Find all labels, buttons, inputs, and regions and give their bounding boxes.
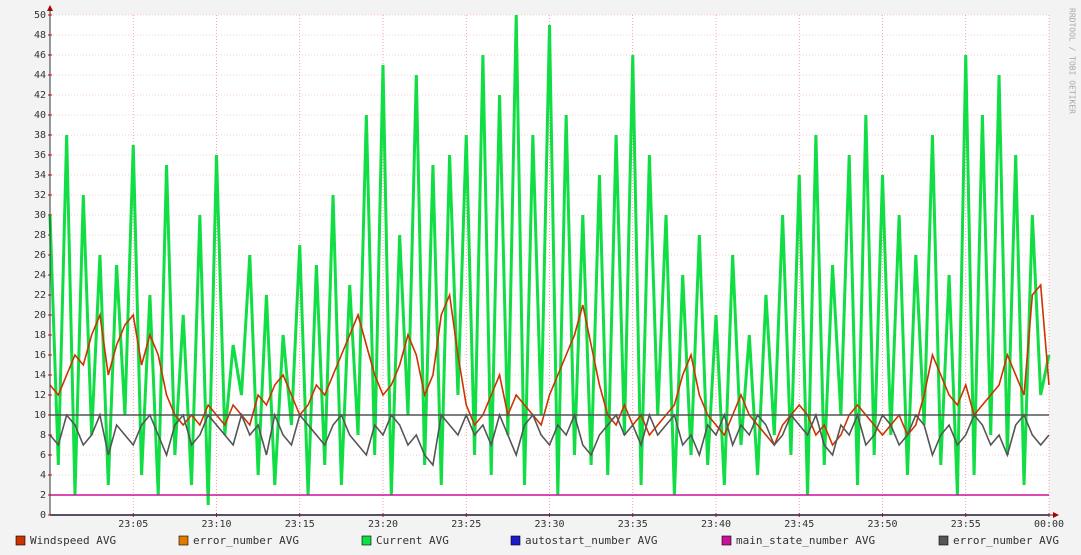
series-line [48,14,1051,506]
x-tick-label: 23:25 [451,519,481,530]
y-tick-label: 34 [34,170,46,181]
y-tick-label: 50 [34,10,46,21]
y-tick-label: 46 [34,50,46,61]
axes [47,5,1059,518]
y-tick-label: 4 [40,470,46,481]
legend-label: error_number AVG [953,534,1059,547]
y-tick-label: 36 [34,150,46,161]
x-tick-label: 23:45 [784,519,814,530]
y-tick-label: 38 [34,130,46,141]
x-tick-label: 00:00 [1034,519,1064,530]
legend-swatch [938,535,949,546]
y-tick-label: 32 [34,190,46,201]
y-tick-label: 2 [40,490,46,501]
y-tick-label: 40 [34,110,46,121]
legend: Windspeed AVG error_number AVG Current AVG… [15,534,1059,547]
legend-swatch [721,535,732,546]
x-tick-label: 23:05 [118,519,148,530]
x-tick-label: 23:40 [701,519,731,530]
x-tick-label: 23:30 [534,519,564,530]
legend-label: error_number AVG [193,534,299,547]
y-tick-label: 6 [40,450,46,461]
x-tick-label: 23:20 [368,519,398,530]
y-tick-label: 20 [34,310,46,321]
y-tick-label: 14 [34,370,46,381]
y-tick-label: 16 [34,350,46,361]
legend-label: main_state_number AVG [736,534,875,547]
legend-swatch [361,535,372,546]
x-tick-label: 23:15 [285,519,315,530]
watermark: RRDTOOL / TOBI OETIKER [1068,8,1077,114]
legend-label: autostart_number AVG [525,534,657,547]
legend-swatch [510,535,521,546]
y-tick-label: 30 [34,210,46,221]
y-tick-label: 10 [34,410,46,421]
y-tick-label: 22 [34,290,46,301]
legend-swatch [178,535,189,546]
x-arrow [1053,512,1059,518]
y-tick-label: 26 [34,250,46,261]
y-tick-label: 42 [34,90,46,101]
x-tick-label: 23:35 [618,519,648,530]
legend-label: Windspeed AVG [30,534,116,547]
y-tick-label: 28 [34,230,46,241]
y-tick-label: 8 [40,430,46,441]
legend-label: Current AVG [376,534,449,547]
y-tick-label: 24 [34,270,46,281]
x-tick-label: 23:50 [867,519,897,530]
y-tick-label: 48 [34,30,46,41]
y-arrow [47,5,53,11]
y-tick-label: 44 [34,70,46,81]
y-tick-label: 12 [34,390,46,401]
legend-swatch [15,535,26,546]
x-tick-label: 23:10 [201,519,231,530]
y-tick-label: 18 [34,330,46,341]
y-tick-label: 0 [40,510,46,521]
x-tick-label: 23:55 [951,519,981,530]
